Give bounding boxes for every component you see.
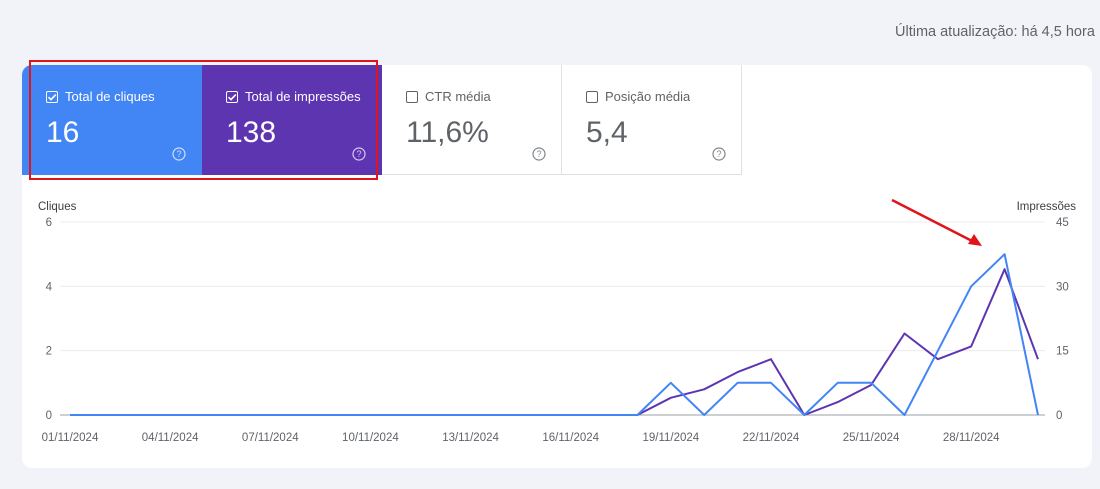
y-tick-right: 30 — [1056, 281, 1069, 293]
metric-value: 16 — [46, 116, 80, 149]
x-tick: 13/11/2024 — [442, 432, 499, 444]
y-tick-left: 0 — [46, 410, 52, 422]
metric-tiles: Total de cliques 16 ? Total de impressõe… — [22, 65, 742, 175]
series-line-impressions — [70, 268, 1039, 416]
metric-value: 5,4 — [586, 116, 628, 149]
metric-value: 138 — [226, 116, 277, 149]
y-tick-right: 15 — [1056, 346, 1069, 358]
checkbox-checked-icon[interactable] — [46, 91, 58, 103]
svg-text:?: ? — [716, 149, 721, 159]
right-axis-title: Impressões — [1017, 201, 1077, 213]
checkbox-unchecked-icon[interactable] — [406, 91, 418, 103]
last-update-text: Última atualização: há 4,5 hora — [895, 24, 1095, 40]
metric-tile-total-impressions[interactable]: Total de impressões 138 ? — [202, 65, 382, 175]
help-icon[interactable]: ? — [712, 147, 726, 161]
help-icon[interactable]: ? — [532, 147, 546, 161]
checkbox-checked-icon[interactable] — [226, 91, 238, 103]
x-tick: 07/11/2024 — [242, 432, 299, 444]
help-icon[interactable]: ? — [172, 147, 186, 161]
left-axis-title: Cliques — [38, 201, 77, 213]
y-tick-left: 6 — [46, 217, 52, 229]
metric-tile-average-position[interactable]: Posição média 5,4 ? — [562, 65, 742, 175]
annotation-arrow-head — [968, 234, 982, 246]
x-tick: 28/11/2024 — [943, 432, 1000, 444]
svg-text:?: ? — [536, 149, 541, 159]
annotation-arrow-shaft — [891, 198, 975, 244]
y-tick-left: 4 — [46, 281, 53, 293]
annotation-highlight-box — [29, 60, 378, 180]
y-tick-right: 45 — [1056, 217, 1069, 229]
x-tick: 01/11/2024 — [42, 432, 99, 444]
series-line-clicks — [70, 253, 1039, 416]
x-tick: 25/11/2024 — [843, 432, 900, 444]
x-tick: 04/11/2024 — [142, 432, 199, 444]
x-tick: 22/11/2024 — [743, 432, 800, 444]
help-icon[interactable]: ? — [352, 147, 366, 161]
x-tick: 16/11/2024 — [542, 432, 599, 444]
metric-tile-total-clicks[interactable]: Total de cliques 16 ? — [22, 65, 202, 175]
y-tick-right: 0 — [1056, 410, 1062, 422]
x-tick: 10/11/2024 — [342, 432, 399, 444]
svg-text:?: ? — [356, 149, 361, 159]
metric-value: 11,6% — [406, 116, 489, 149]
x-tick: 19/11/2024 — [642, 432, 699, 444]
checkbox-unchecked-icon[interactable] — [586, 91, 598, 103]
y-tick-left: 2 — [46, 346, 52, 358]
metric-tile-ctr[interactable]: CTR média 11,6% ? — [382, 65, 562, 175]
svg-text:?: ? — [176, 149, 181, 159]
